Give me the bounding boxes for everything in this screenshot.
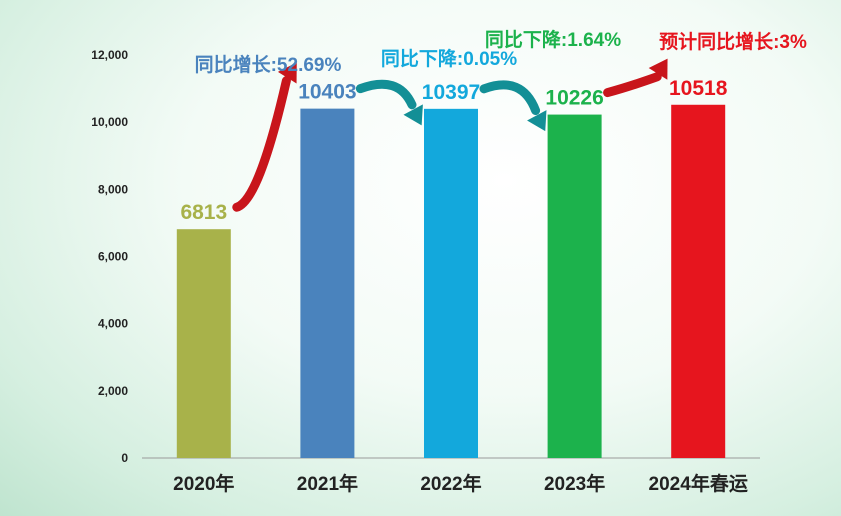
trend-arrow-body	[232, 76, 291, 212]
category-label: 2021年	[297, 472, 358, 495]
trend-arrow-body	[355, 79, 417, 110]
value-label: 10226	[545, 87, 603, 110]
y-tick-label: 12,000	[91, 48, 128, 62]
value-label: 6813	[180, 201, 227, 224]
category-label: 2022年	[420, 472, 481, 495]
y-tick-label: 8,000	[98, 182, 128, 196]
growth-annotation: 同比下降:1.64%	[485, 28, 621, 51]
growth-annotation: 预计同比增长:3%	[659, 30, 807, 53]
bar	[424, 108, 478, 459]
y-tick-label: 2,000	[98, 384, 128, 398]
trend-arrow-body	[479, 80, 541, 116]
y-tick-label: 6,000	[98, 250, 128, 264]
y-tick-label: 4,000	[98, 317, 128, 331]
trend-arrow-head	[277, 62, 297, 84]
category-label: 2023年	[544, 472, 605, 495]
y-tick-label: 10,000	[91, 115, 128, 129]
category-label: 2020年	[173, 472, 234, 495]
value-label: 10518	[669, 77, 728, 100]
bar	[671, 104, 726, 458]
trend-arrow-head	[648, 58, 668, 80]
value-label: 10397	[422, 81, 480, 104]
bar	[176, 229, 231, 458]
value-label: 10403	[298, 81, 356, 104]
bar	[547, 114, 602, 458]
growth-annotation: 同比下降:0.05%	[381, 47, 517, 70]
growth-annotation: 同比增长:52.69%	[195, 53, 342, 76]
y-tick-label: 0	[121, 451, 128, 465]
category-label: 2024年春运	[649, 472, 748, 495]
trend-arrow-head	[527, 110, 547, 132]
bar	[300, 108, 355, 459]
trend-arrow-body	[603, 72, 662, 98]
trend-arrow-head	[403, 104, 423, 126]
